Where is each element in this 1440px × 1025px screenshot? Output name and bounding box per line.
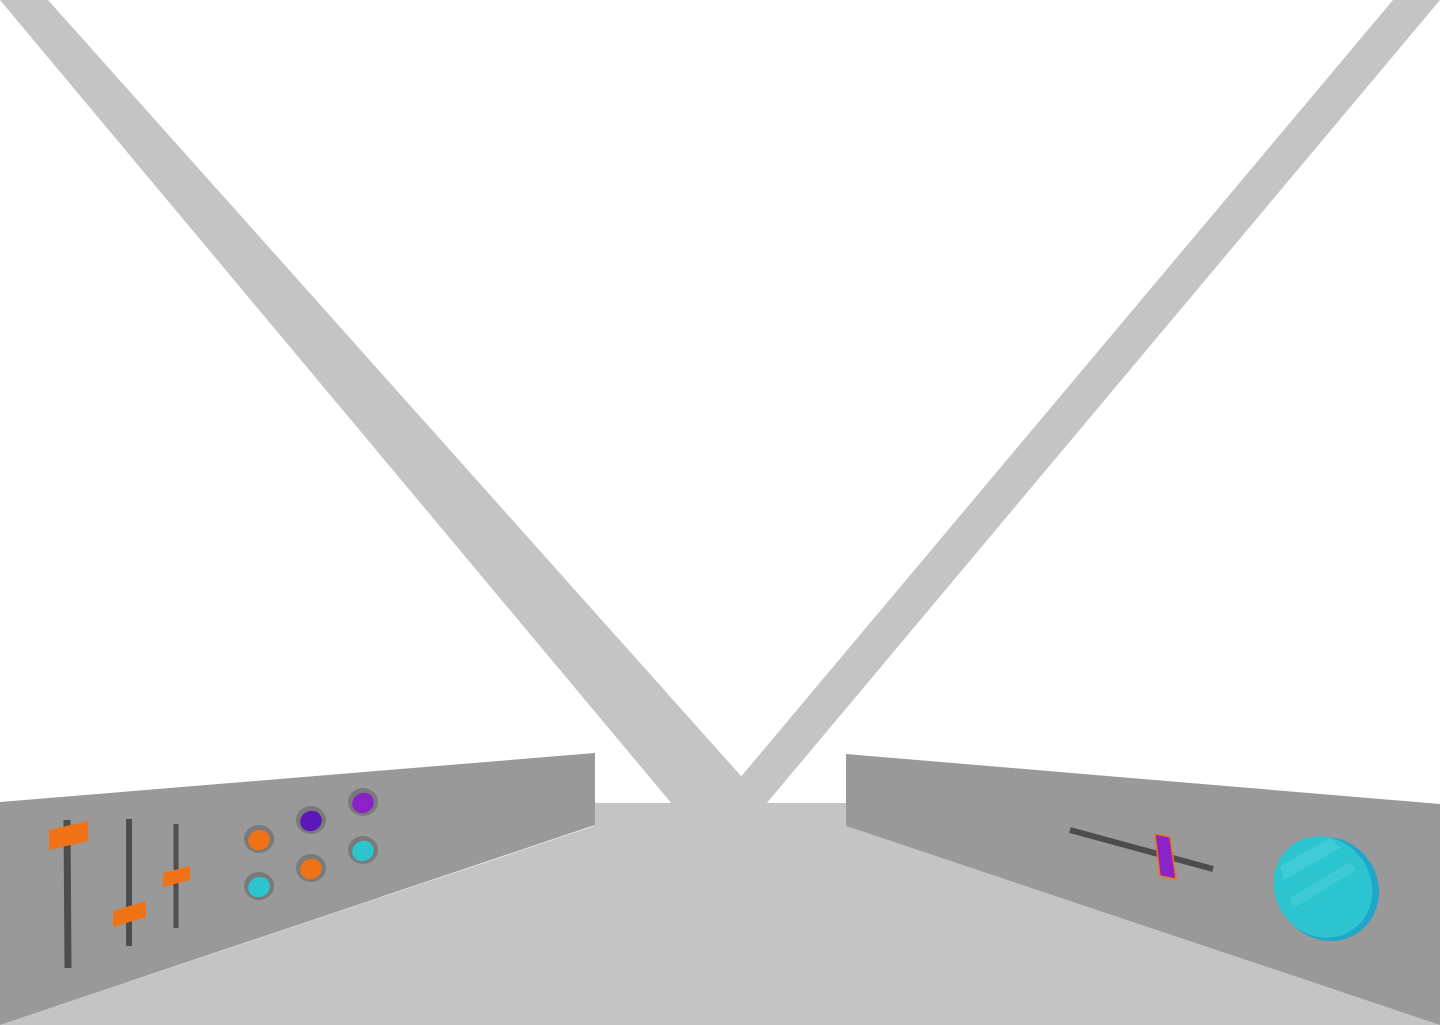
slider-handle[interactable] xyxy=(113,901,146,927)
canopy-frame xyxy=(0,0,1440,804)
slider-handle[interactable] xyxy=(49,821,88,850)
button-teal-2[interactable] xyxy=(348,836,378,865)
button-cap[interactable] xyxy=(297,807,325,834)
button-cap[interactable] xyxy=(349,789,377,816)
right-console-panel xyxy=(846,754,1440,1025)
button-purple-1[interactable] xyxy=(296,806,326,835)
button-cap[interactable] xyxy=(349,837,377,864)
left-console-panel xyxy=(0,753,595,1025)
big-button-highlight xyxy=(1280,838,1340,880)
canopy-strut-left xyxy=(0,0,766,804)
button-teal-1[interactable] xyxy=(244,872,274,901)
big-button-highlight xyxy=(1290,862,1356,908)
left-slider-2[interactable] xyxy=(113,819,146,946)
left-slider-3[interactable] xyxy=(163,824,190,928)
slider-handle[interactable] xyxy=(163,866,190,887)
button-orange-2[interactable] xyxy=(296,854,326,883)
right-lever[interactable] xyxy=(1069,827,1214,880)
lever-handle[interactable] xyxy=(1154,833,1177,880)
right-console xyxy=(846,754,1440,1025)
button-cap[interactable] xyxy=(297,855,325,882)
big-teal-button[interactable] xyxy=(1254,817,1400,961)
lever-track xyxy=(1069,827,1214,872)
cockpit-floor xyxy=(0,803,1440,1025)
canopy-strut-right xyxy=(718,0,1440,804)
left-console xyxy=(0,753,595,1025)
button-cap[interactable] xyxy=(245,826,273,853)
button-purple-2[interactable] xyxy=(348,788,378,817)
button-orange-1[interactable] xyxy=(244,825,274,854)
button-cap[interactable] xyxy=(245,873,273,900)
left-slider-1[interactable] xyxy=(49,819,88,969)
